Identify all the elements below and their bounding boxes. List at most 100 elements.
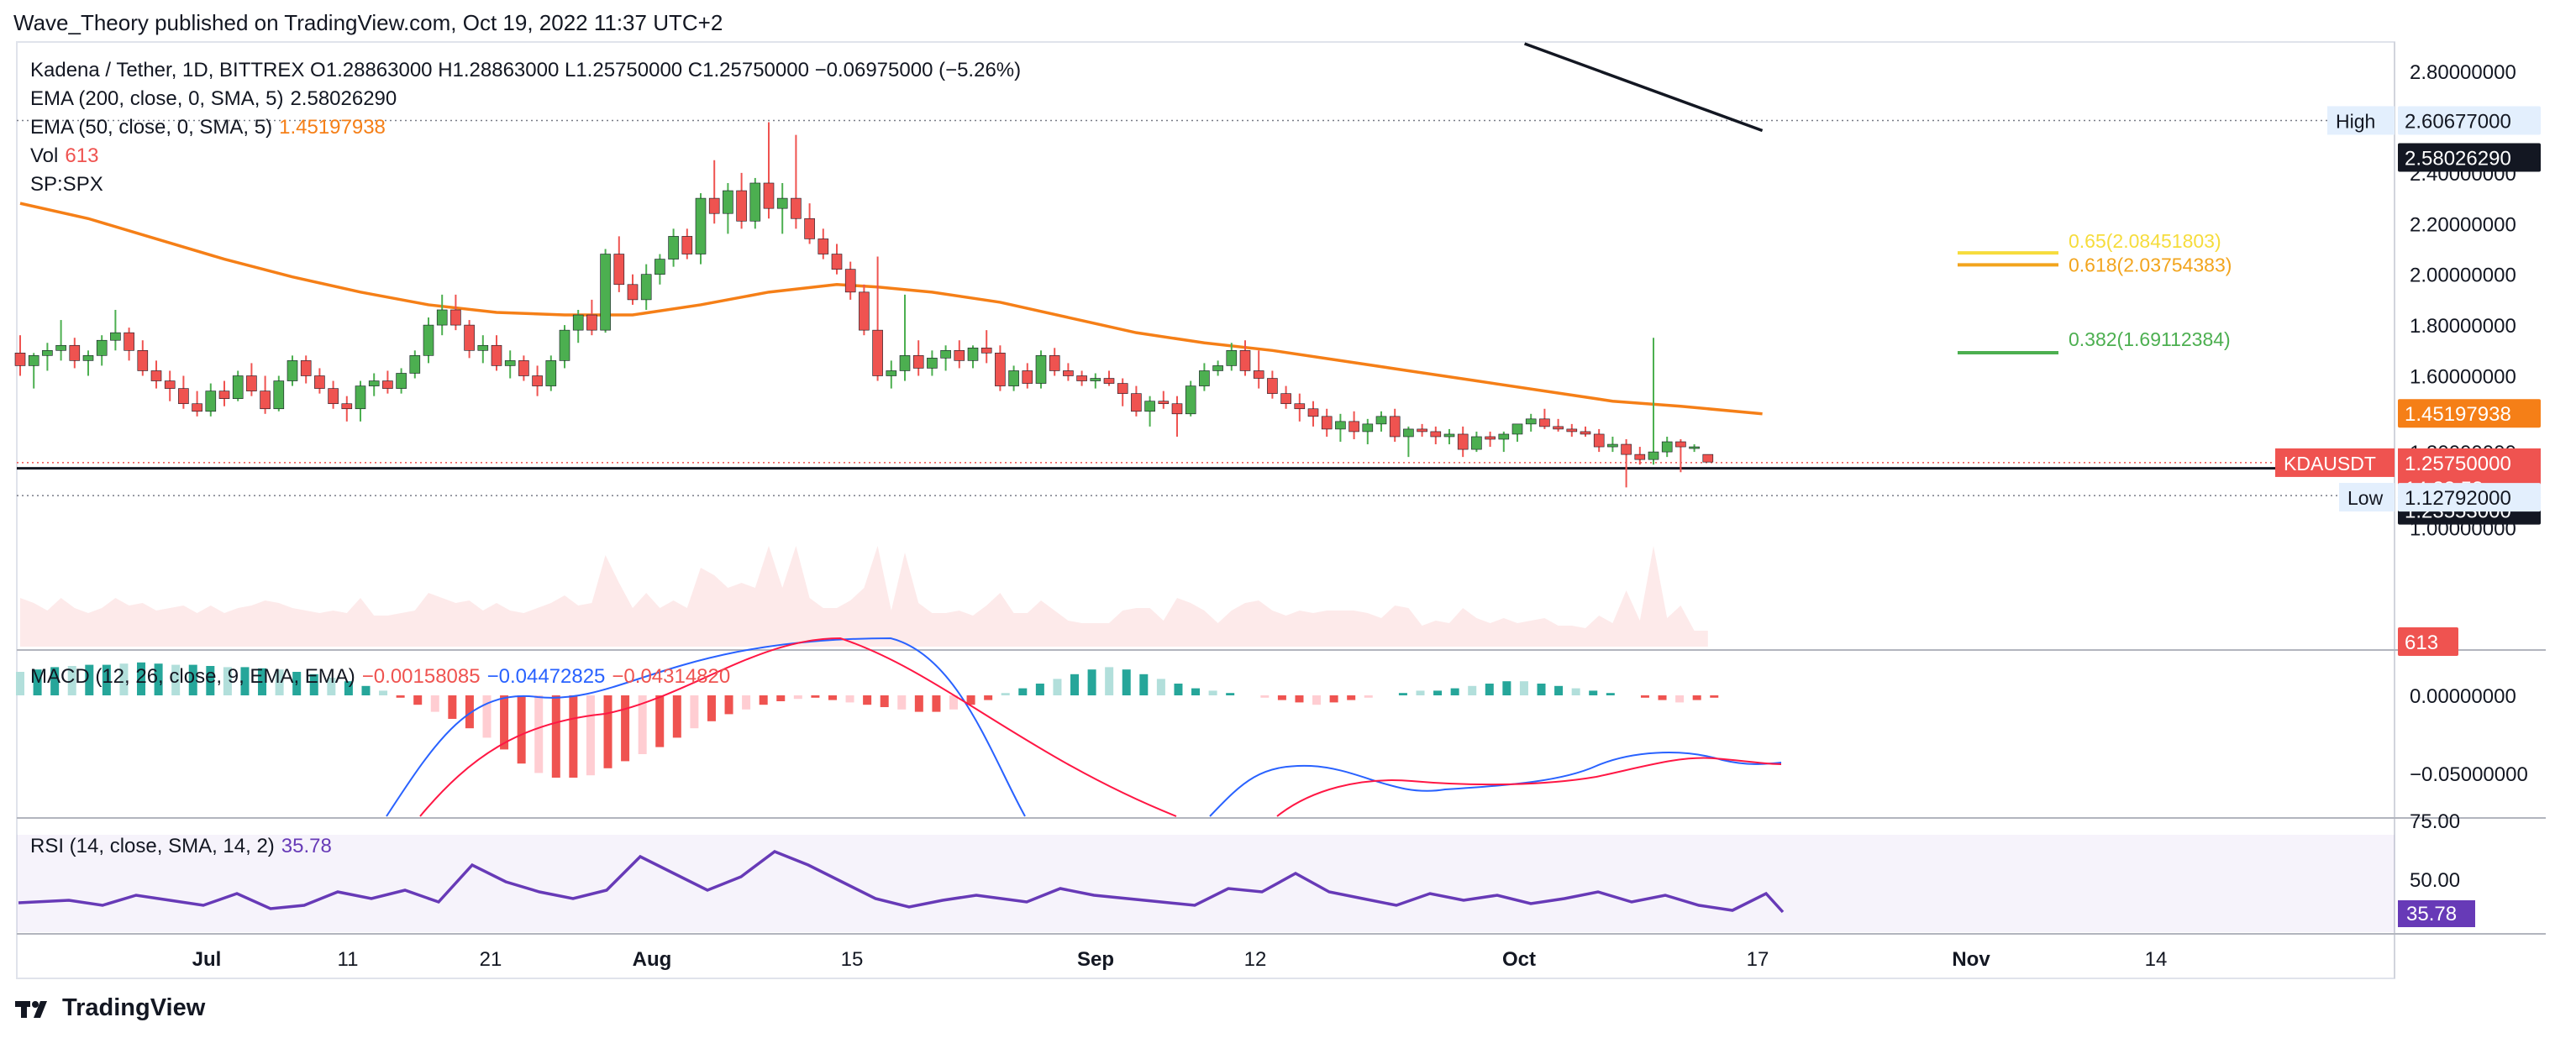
candle-body — [1485, 436, 1496, 440]
macd-histogram-bar — [1174, 684, 1183, 695]
candle-body — [314, 375, 325, 389]
candle-body — [708, 197, 720, 214]
candle-body — [1253, 370, 1264, 379]
macd-histogram-bar — [1537, 684, 1546, 695]
legend-macd: MACD (12, 26, close, 9, EMA, EMA) −0.0015… — [30, 665, 730, 689]
macd-histogram-bar — [16, 672, 24, 695]
candle-body — [723, 190, 733, 214]
macd-histogram-bar — [448, 695, 457, 719]
candle-body — [559, 329, 570, 361]
macd-histogram-bar — [517, 695, 526, 764]
candle-body — [763, 182, 775, 209]
candle-body — [749, 182, 761, 222]
candle-body — [341, 403, 353, 410]
candle-body — [967, 347, 979, 361]
volume-tag-bg — [2398, 627, 2458, 656]
macd-histogram-bar — [949, 695, 958, 710]
candle-body — [872, 329, 883, 376]
candle-body — [1226, 349, 1238, 366]
candle-body — [1417, 428, 1427, 432]
candle-body — [1171, 403, 1183, 415]
candle-body — [246, 375, 257, 391]
macd-histogram-bar — [672, 695, 681, 738]
candle-body — [1498, 433, 1510, 440]
price-axis-tick: 1.80000000 — [2410, 315, 2516, 338]
time-axis-label: Jul — [192, 948, 222, 971]
rsi-tag-bg — [2398, 900, 2475, 927]
time-axis-label: Aug — [633, 948, 672, 971]
candle-body — [995, 353, 1006, 386]
time-axis-label: Sep — [1077, 948, 1114, 971]
macd-histogram-bar — [966, 695, 975, 705]
macd-histogram-bar — [1485, 684, 1494, 695]
signal-line — [419, 637, 1177, 817]
candle-body — [1525, 418, 1537, 425]
macd-histogram-bar — [1312, 695, 1322, 705]
macd-histogram-bar — [137, 662, 146, 695]
legend-ema50-label: EMA (50, close, 0, SMA, 5) — [30, 116, 273, 139]
candle-body — [1117, 383, 1128, 394]
candle-body — [1580, 431, 1591, 435]
candle-body — [260, 391, 271, 410]
candle-body — [681, 236, 693, 254]
candle-body — [640, 274, 652, 301]
macd-histogram-bar — [1589, 690, 1598, 695]
candle-body — [886, 370, 897, 376]
candle-body — [1212, 365, 1223, 371]
candle-body — [1321, 416, 1333, 430]
candle-body — [192, 403, 202, 412]
rsi-tag: 35.78 — [2406, 903, 2457, 925]
candle-body — [1511, 423, 1523, 435]
high-label: High — [2336, 110, 2375, 132]
macd-histogram-bar — [984, 695, 993, 700]
macd-histogram-bar — [292, 672, 302, 695]
fib-level-label: 0.382(1.69112384) — [2069, 328, 2231, 350]
candle-body — [791, 197, 802, 219]
candle-body — [42, 349, 53, 356]
candle-body — [586, 314, 597, 331]
candle-body — [1144, 401, 1155, 412]
candle-body — [1430, 431, 1442, 438]
candle-body — [613, 254, 625, 286]
macd-histogram-bar — [776, 695, 786, 701]
ema200-line — [1523, 42, 1764, 133]
macd-axis-tick: 0.00000000 — [2410, 685, 2516, 708]
macd-histogram-bar — [880, 695, 889, 707]
macd-histogram-bar — [759, 695, 768, 705]
macd-histogram-bar — [102, 664, 111, 695]
candle-body — [1702, 453, 1714, 463]
macd-histogram-bar — [1433, 690, 1443, 695]
macd-histogram-bar — [258, 668, 267, 695]
macd-histogram-bar — [119, 663, 129, 695]
candle-body — [1593, 433, 1605, 448]
time-axis-label: 11 — [338, 948, 359, 971]
candle-body — [1158, 401, 1170, 405]
legend-symbol-line: Kadena / Tether, 1D, BITTREX O1.28863000… — [30, 59, 1022, 81]
candle-body — [164, 380, 176, 389]
candle-body — [477, 344, 489, 351]
candle-body — [124, 332, 134, 351]
candle-body — [532, 375, 543, 386]
fib-level-label: 0.65(2.08451803) — [2069, 230, 2221, 252]
candle-body — [627, 284, 639, 301]
macd-histogram-bar — [344, 681, 353, 695]
macd-histogram-bar — [1139, 674, 1149, 695]
macd-histogram-bar — [811, 695, 820, 698]
candle-body — [1103, 378, 1115, 384]
candle-body — [844, 269, 856, 293]
candle-body — [1621, 443, 1632, 455]
candle-body — [218, 391, 230, 399]
candle-body — [736, 190, 747, 222]
candle-body — [1607, 443, 1618, 448]
macd-histogram-bar — [482, 695, 492, 738]
macd-histogram-bar — [569, 695, 578, 778]
low-value-tag-bg — [2398, 483, 2541, 512]
legend-macd-v1: −0.00158085 — [361, 665, 481, 688]
candle-body — [804, 218, 815, 239]
time-axis-label: 21 — [480, 948, 502, 971]
candle-body — [1471, 436, 1482, 450]
macd-histogram-bar — [327, 678, 336, 695]
macd-histogram-bar — [1001, 693, 1010, 695]
macd-histogram-bar — [828, 695, 837, 700]
